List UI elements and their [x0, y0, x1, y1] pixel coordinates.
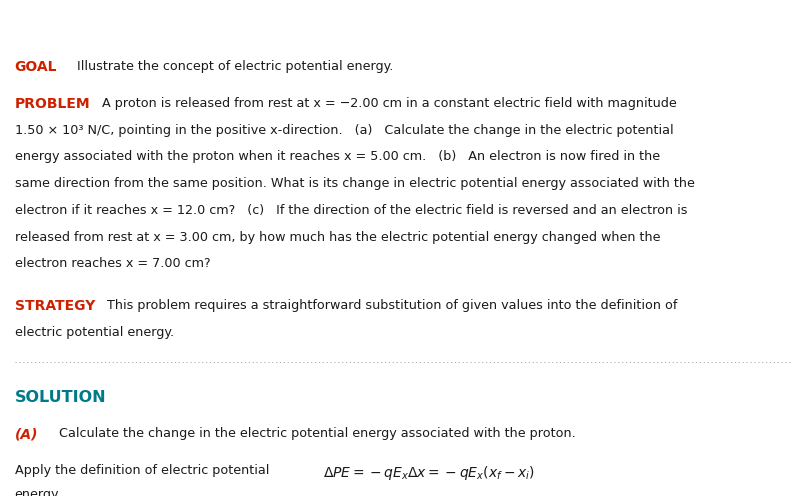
Text: EXAMPLE 16.1: EXAMPLE 16.1 [15, 11, 134, 26]
Text: SOLUTION: SOLUTION [15, 390, 106, 405]
Text: same direction from the same position. What is its change in electric potential : same direction from the same position. W… [15, 177, 694, 190]
Text: (A): (A) [15, 427, 38, 441]
Text: electric potential energy.: electric potential energy. [15, 326, 174, 339]
Text: Illustrate the concept of electric potential energy.: Illustrate the concept of electric poten… [69, 60, 393, 72]
Text: This problem requires a straightforward substitution of given values into the de: This problem requires a straightforward … [99, 299, 678, 312]
Text: A proton is released from rest at x = −2.00 cm in a constant electric field with: A proton is released from rest at x = −2… [94, 97, 676, 110]
Text: Calculate the change in the electric potential energy associated with the proton: Calculate the change in the electric pot… [59, 427, 576, 440]
Text: electron reaches x = 7.00 cm?: electron reaches x = 7.00 cm? [15, 257, 210, 270]
Text: Apply the definition of electric potential: Apply the definition of electric potenti… [15, 464, 269, 477]
Text: electron if it reaches x = 12.0 cm?   (c)   If the direction of the electric fie: electron if it reaches x = 12.0 cm? (c) … [15, 204, 687, 217]
Text: $\Delta PE = -qE_x\Delta x = -qE_x(x_f - x_i)$: $\Delta PE = -qE_x\Delta x = -qE_x(x_f -… [323, 464, 535, 482]
Text: GOAL: GOAL [15, 60, 57, 73]
Text: energy associated with the proton when it reaches x = 5.00 cm.   (b)   An electr: energy associated with the proton when i… [15, 150, 659, 163]
Text: 1.50 × 10³ N/C, pointing in the positive x-direction.   (a)   Calculate the chan: 1.50 × 10³ N/C, pointing in the positive… [15, 124, 673, 136]
Text: Potential Energy Differences in an Electric Field: Potential Energy Differences in an Elect… [273, 11, 684, 26]
Text: STRATEGY: STRATEGY [15, 299, 95, 313]
Text: released from rest at x = 3.00 cm, by how much has the electric potential energy: released from rest at x = 3.00 cm, by ho… [15, 231, 660, 244]
Text: energy.: energy. [15, 489, 61, 496]
Text: PROBLEM: PROBLEM [15, 97, 90, 111]
